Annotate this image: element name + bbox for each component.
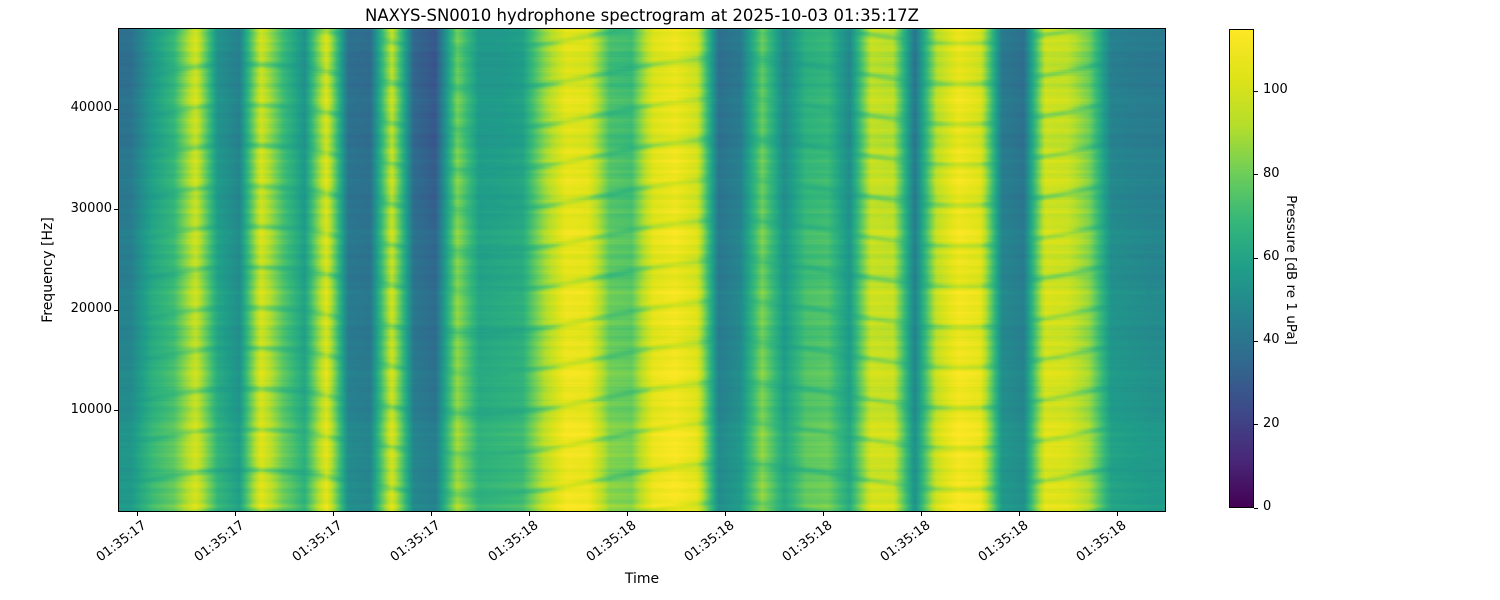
y-tick-mark	[114, 108, 118, 111]
colorbar-tick-mark	[1254, 90, 1258, 93]
plot-area	[118, 28, 1166, 512]
y-tick-label: 20000	[70, 301, 112, 317]
y-tick-mark	[114, 410, 118, 412]
x-tick-label: 01:35:18	[681, 518, 738, 566]
colorbar-tick-mark	[1254, 174, 1258, 176]
colorbar-label: Pressure [dB re 1 uPa]	[1283, 195, 1299, 345]
x-tick-mark	[332, 512, 334, 516]
colorbar-tick-label: 60	[1263, 249, 1280, 265]
y-tick-mark	[114, 209, 118, 211]
x-tick-mark	[234, 512, 236, 516]
x-tick-label: 01:35:18	[779, 518, 836, 566]
colorbar	[1229, 29, 1254, 508]
chart-title: NAXYS-SN0010 hydrophone spectrogram at 2…	[365, 6, 919, 25]
colorbar-gradient	[1230, 30, 1253, 507]
x-tick-label: 01:35:17	[387, 518, 444, 566]
x-tick-mark	[136, 512, 138, 516]
x-tick-mark	[528, 512, 530, 516]
x-tick-label: 01:35:18	[975, 518, 1032, 566]
y-tick-label: 30000	[70, 200, 112, 216]
x-tick-mark	[920, 512, 922, 516]
x-tick-label: 01:35:17	[289, 518, 346, 566]
x-tick-label: 01:35:17	[191, 518, 248, 566]
x-axis-label: Time	[624, 571, 660, 587]
colorbar-tick-label: 40	[1263, 332, 1280, 348]
colorbar-tick-mark	[1254, 340, 1258, 343]
y-tick-label: 10000	[70, 401, 112, 417]
x-tick-label: 01:35:17	[93, 518, 150, 566]
x-tick-mark	[430, 512, 432, 516]
colorbar-tick-label: 100	[1263, 82, 1288, 98]
y-tick-label: 40000	[70, 100, 112, 116]
y-tick-mark	[114, 309, 118, 311]
spectrogram-heatmap	[119, 29, 1165, 511]
x-tick-mark	[1116, 512, 1118, 516]
colorbar-tick-mark	[1254, 424, 1258, 426]
x-tick-label: 01:35:18	[1073, 518, 1130, 566]
colorbar-tick-label: 80	[1263, 165, 1280, 181]
x-tick-mark	[1018, 512, 1020, 516]
x-tick-label: 01:35:18	[583, 518, 640, 566]
x-tick-mark	[626, 512, 628, 516]
x-tick-mark	[724, 512, 726, 516]
colorbar-tick-label: 0	[1263, 499, 1272, 514]
x-tick-label: 01:35:18	[877, 518, 934, 566]
x-tick-mark	[822, 512, 824, 516]
x-tick-label: 01:35:18	[485, 518, 542, 566]
colorbar-tick-mark	[1254, 507, 1258, 509]
colorbar-tick-mark	[1254, 257, 1258, 259]
colorbar-tick-label: 20	[1263, 415, 1280, 431]
